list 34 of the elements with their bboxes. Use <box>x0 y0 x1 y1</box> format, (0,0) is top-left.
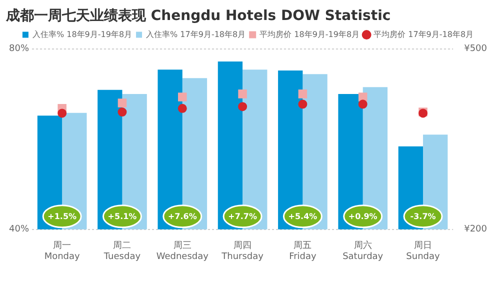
point <box>298 90 308 98</box>
x-tick-label: 周日 Sunday <box>406 240 441 262</box>
annotation: +7.7% <box>228 212 257 221</box>
annotation: +7.6% <box>168 212 197 221</box>
point <box>178 104 187 113</box>
x-tick-label: 周五 Friday <box>289 240 318 262</box>
annotation: +0.9% <box>348 212 378 221</box>
y-tick-label: 40% <box>8 224 30 235</box>
annotation: +5.4% <box>288 212 318 221</box>
point <box>358 100 368 109</box>
legend-label: 入住率% 18年9月-19年8月 <box>32 30 132 39</box>
point <box>238 102 248 112</box>
x-tick-label: 周四 Thursday <box>220 240 264 262</box>
x-tick-label: 周三 Wednesday <box>156 240 210 262</box>
point <box>118 98 127 108</box>
annotation: -3.7% <box>410 212 436 221</box>
point <box>298 100 308 109</box>
annotation: +1.5% <box>48 212 77 221</box>
point <box>358 92 368 102</box>
legend-label: 平均房价 18年9月-19年8月 <box>260 30 360 39</box>
point <box>238 90 247 98</box>
x-tick-label: 周六 Saturday <box>342 240 384 262</box>
point <box>58 108 67 118</box>
chart-title: 成都一周七天业绩表现 Chengdu Hotels DOW Statistic <box>5 8 391 24</box>
y-tick-label: 80% <box>8 44 30 54</box>
legend-label: 平均房价 17年9月-18年8月 <box>374 30 474 39</box>
annotation: +5.1% <box>108 212 137 221</box>
point <box>178 92 187 102</box>
y2-tick-label: ¥200 <box>464 224 488 235</box>
y2-tick-label: ¥500 <box>464 44 488 54</box>
point <box>118 108 127 117</box>
legend-label: 入住率% 17年9月-18年8月 <box>146 30 246 39</box>
x-tick-label: 周一 Monday <box>44 240 81 262</box>
x-tick-label: 周二 Tuesday <box>102 240 142 262</box>
